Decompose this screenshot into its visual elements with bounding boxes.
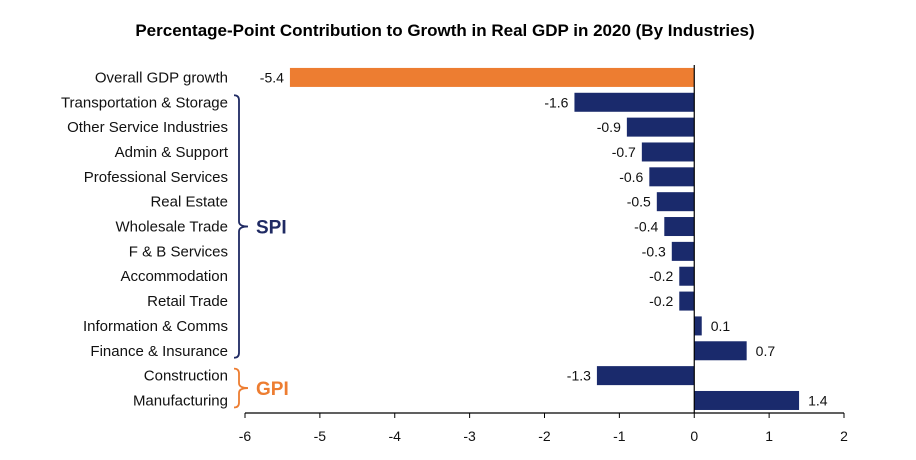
group-brackets-layer: SPI GPI [233, 94, 289, 409]
bar [679, 266, 695, 286]
bar [694, 390, 800, 410]
category-label: Accommodation [120, 268, 228, 285]
x-tick-label: -1 [613, 428, 626, 444]
category-label: F & B Services [129, 243, 228, 260]
x-tick-label: 1 [765, 428, 773, 444]
x-tick-label: -6 [239, 428, 252, 444]
group-label: SPI [256, 218, 287, 239]
category-label: Information & Comms [83, 318, 228, 335]
x-tick-label: 0 [690, 428, 698, 444]
data-label: 0.7 [756, 343, 776, 359]
data-label: -0.3 [642, 243, 666, 259]
data-label: -0.7 [612, 144, 636, 160]
group-label: GPI [256, 379, 289, 400]
data-label: -0.2 [649, 268, 673, 284]
bar [626, 117, 695, 137]
category-label: Construction [144, 368, 228, 385]
data-label: -1.6 [544, 94, 568, 110]
x-tick-label: -4 [389, 428, 402, 444]
axes-layer: -6 -5 -4 -3 -2 -1 0 1 2 [239, 65, 848, 444]
data-label: 0.1 [711, 318, 731, 334]
x-tick-label: -2 [538, 428, 551, 444]
category-label: Other Service Industries [67, 119, 228, 136]
value-labels-layer: -5.4 -1.6 -0.9 -0.7 -0.6 -0.5 -0.4 -0.3 -0.2 -0.2… [260, 69, 828, 408]
chart-title: Percentage-Point Contribution to Growth … [135, 21, 754, 40]
category-labels-layer: Overall GDP growth Transportation & Stora… [61, 69, 229, 409]
category-label: Overall GDP growth [95, 69, 228, 86]
data-label: -0.4 [634, 219, 658, 235]
bar [694, 341, 747, 361]
x-tick-label: -5 [314, 428, 327, 444]
category-label: Professional Services [84, 169, 228, 186]
category-label: Transportation & Storage [61, 94, 228, 111]
data-label: -0.5 [627, 194, 651, 210]
data-label: -5.4 [260, 69, 284, 85]
x-tick-label: 2 [840, 428, 848, 444]
bar [596, 366, 695, 386]
category-label: Wholesale Trade [115, 219, 228, 236]
data-label: -0.2 [649, 293, 673, 309]
bar [649, 167, 695, 187]
data-label: 1.4 [808, 392, 828, 408]
category-label: Real Estate [150, 194, 228, 211]
category-label: Admin & Support [115, 144, 229, 161]
bar [574, 92, 695, 112]
group-bracket [233, 94, 249, 359]
bars-layer [289, 67, 800, 410]
data-label: -1.3 [567, 368, 591, 384]
category-label: Finance & Insurance [90, 343, 228, 360]
category-label: Retail Trade [147, 293, 228, 310]
x-tick-label: -3 [463, 428, 476, 444]
bar [641, 142, 695, 162]
bar [679, 291, 695, 311]
data-label: -0.6 [619, 169, 643, 185]
bar [656, 192, 695, 212]
bar [694, 316, 702, 336]
category-label: Manufacturing [133, 392, 228, 409]
group-bracket [233, 367, 249, 409]
bar [289, 67, 695, 87]
bar [671, 241, 695, 261]
data-label: -0.9 [597, 119, 621, 135]
bar [664, 217, 695, 237]
